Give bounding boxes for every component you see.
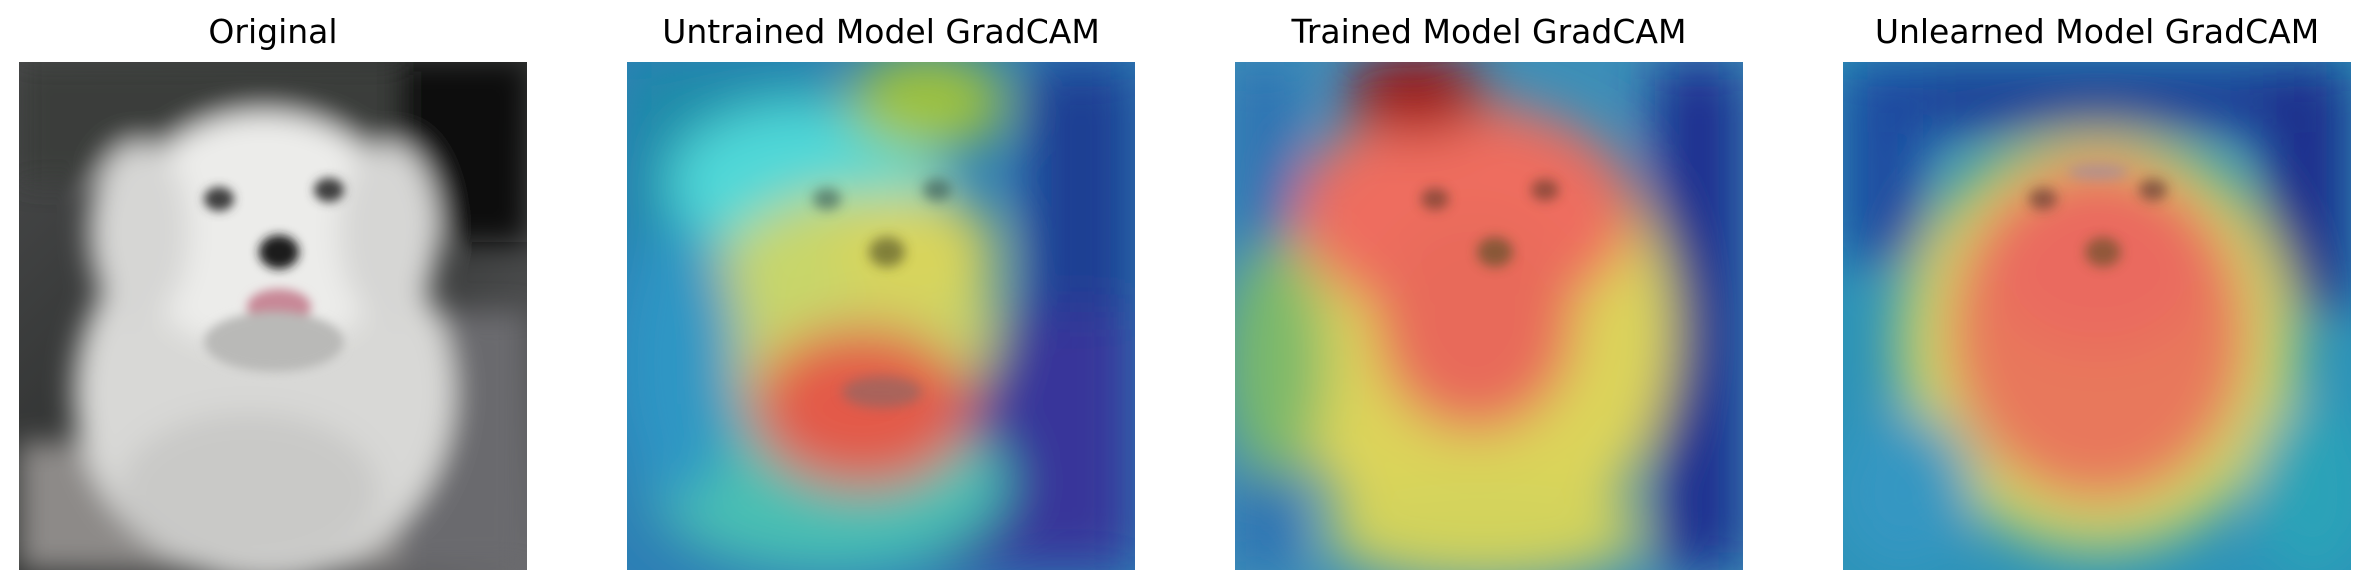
panel-original: Original [19, 0, 527, 588]
panel-unlearned-gradcam: Unlearned Model GradCAM [1843, 0, 2351, 588]
original-dog-image [19, 62, 527, 570]
untrained-gradcam-heatmap [627, 62, 1135, 570]
trained-gradcam-heatmap [1235, 62, 1743, 570]
panel-title: Untrained Model GradCAM [662, 12, 1100, 51]
panel-trained-gradcam: Trained Model GradCAM [1235, 0, 1743, 588]
panel-title: Trained Model GradCAM [1291, 12, 1687, 51]
unlearned-gradcam-heatmap [1843, 62, 2351, 570]
panel-untrained-gradcam: Untrained Model GradCAM [627, 0, 1135, 588]
panel-title: Unlearned Model GradCAM [1874, 12, 2320, 51]
panel-title: Original [208, 12, 338, 51]
